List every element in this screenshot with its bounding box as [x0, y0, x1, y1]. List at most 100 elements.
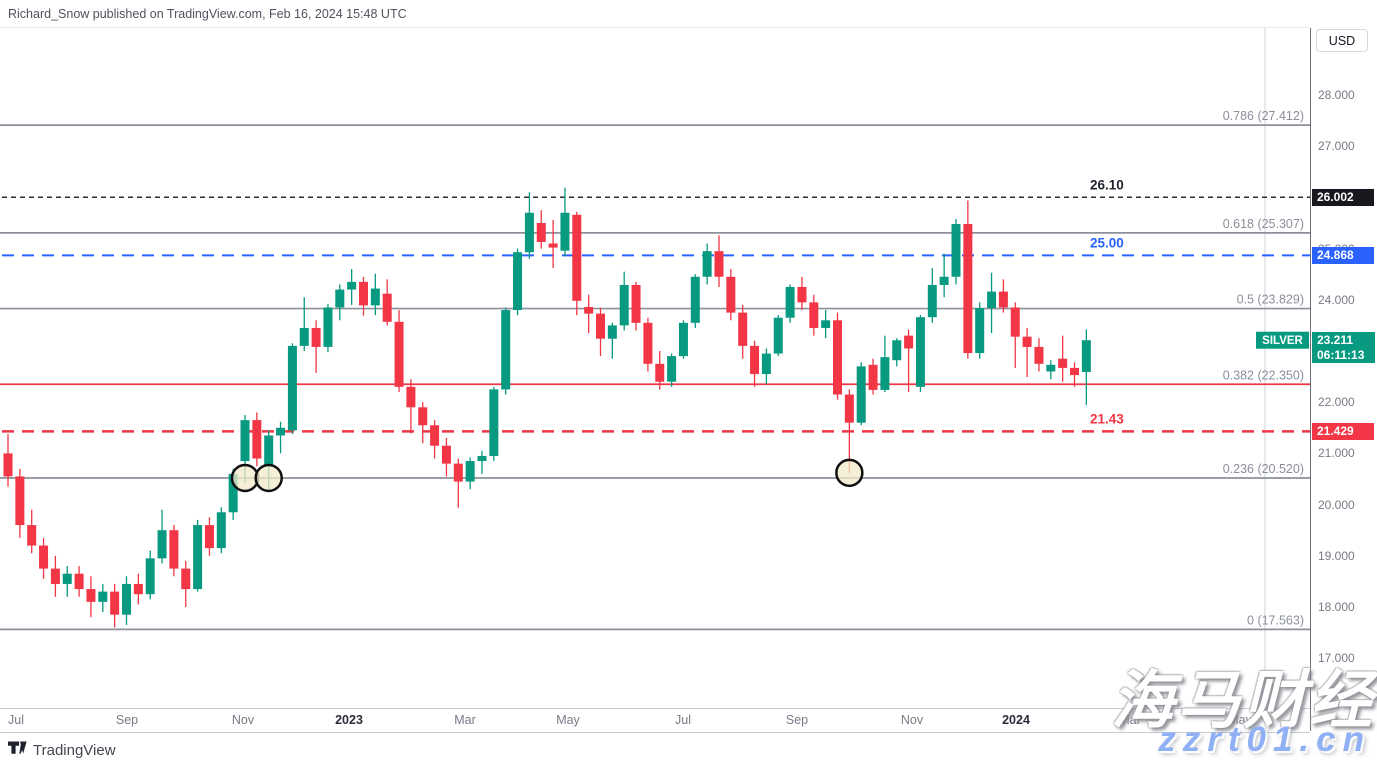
- candle-body: [915, 317, 925, 387]
- candle-body: [631, 284, 641, 323]
- candle-body: [406, 386, 416, 408]
- candle-body: [133, 583, 143, 595]
- candle-body: [394, 321, 404, 387]
- candle-body: [453, 463, 463, 482]
- candle-body: [15, 476, 25, 526]
- candle-body: [62, 573, 72, 584]
- candle-body: [157, 530, 167, 559]
- candle-body: [844, 394, 854, 423]
- candle-body: [524, 212, 534, 253]
- candle-body: [892, 340, 902, 361]
- candle-body: [513, 252, 523, 311]
- candle-body: [323, 307, 333, 347]
- circle-annotation: [835, 458, 864, 488]
- candle-body: [465, 461, 475, 482]
- candle-body: [643, 322, 653, 364]
- price-badge: 21.429: [1312, 422, 1374, 440]
- candle-body: [1010, 307, 1020, 337]
- candle-body: [1058, 358, 1068, 368]
- publish-header: Richard_Snow published on TradingView.co…: [0, 0, 1310, 28]
- candle-body: [441, 445, 451, 464]
- x-axis-tick: May: [1228, 713, 1252, 727]
- candle-body: [667, 356, 677, 382]
- candle-body: [110, 591, 120, 615]
- candle-body: [477, 455, 487, 462]
- candle-body: [904, 335, 914, 349]
- y-axis-tick: 18.000: [1318, 599, 1355, 614]
- candle-body: [370, 288, 380, 306]
- candle-body: [1046, 364, 1056, 372]
- candle-body: [975, 307, 985, 354]
- price-annotation-label: 21.43: [1090, 411, 1124, 426]
- candle-body: [193, 525, 203, 590]
- y-axis-tick: 24.000: [1318, 292, 1355, 307]
- price-badge: 24.868: [1312, 246, 1374, 264]
- y-axis-tick: 17.000: [1318, 651, 1355, 666]
- svg-text:SILVER: SILVER: [1262, 335, 1303, 347]
- candle-body: [856, 366, 866, 423]
- symbol-tag: SILVER: [1256, 331, 1309, 349]
- currency-usd-button[interactable]: USD: [1316, 29, 1368, 52]
- fib-label: 0.382 (22.350): [1223, 368, 1304, 382]
- candle-body: [382, 293, 392, 322]
- y-axis-tick: 28.000: [1318, 88, 1355, 103]
- candle-body: [3, 453, 13, 477]
- bar-countdown: 06:11:13: [1317, 347, 1365, 362]
- candle-body: [1022, 336, 1032, 347]
- y-axis-tick: 21.000: [1318, 446, 1355, 461]
- x-axis-tick: Mar: [1119, 713, 1141, 727]
- candle-body: [714, 251, 724, 277]
- candle-body: [145, 558, 155, 595]
- candle-body: [773, 317, 783, 354]
- candle-body: [655, 363, 665, 382]
- price-axis[interactable]: USD 28.00027.00026.00025.00024.00023.000…: [1311, 28, 1377, 731]
- candle-body: [359, 281, 368, 306]
- candle-body: [678, 322, 688, 357]
- price-axis-border: [1310, 28, 1311, 731]
- candle-body: [86, 589, 96, 602]
- x-axis-tick: May: [556, 713, 580, 727]
- candle-body: [927, 284, 937, 318]
- candle-body: [833, 320, 842, 395]
- candle-body: [596, 313, 605, 339]
- candle-body: [489, 389, 499, 456]
- x-axis-tick: Sep: [785, 713, 809, 727]
- fib-label: 0.786 (27.412): [1223, 109, 1304, 123]
- price-annotation-label: 26.10: [1090, 177, 1124, 192]
- candle-body: [998, 291, 1008, 308]
- candle-body: [430, 425, 440, 446]
- candle-body: [1070, 367, 1079, 376]
- candle-body: [572, 214, 582, 301]
- candle-body: [761, 353, 771, 375]
- fib-label: 0.5 (23.829): [1237, 293, 1304, 307]
- candle-body: [536, 223, 546, 242]
- candle-body: [690, 276, 700, 323]
- candle-body: [287, 345, 297, 431]
- candle-body: [951, 224, 961, 277]
- candle-body: [607, 325, 617, 339]
- y-axis-tick: 20.000: [1318, 497, 1355, 512]
- y-axis-tick: 19.000: [1318, 548, 1355, 563]
- last-price-value: 23.211: [1317, 332, 1354, 347]
- candle-body: [584, 306, 594, 314]
- candle-body: [74, 573, 84, 590]
- candle-body: [311, 327, 321, 347]
- candle-body: [560, 212, 570, 251]
- tradingview-logo-text: TradingView: [33, 741, 116, 759]
- time-axis[interactable]: Jul Sep Nov 2023 Mar May Jul Sep Nov 2024 Mar May: [0, 708, 1310, 733]
- candle-body: [1081, 340, 1091, 372]
- candle-body: [216, 512, 226, 549]
- candle-body: [240, 420, 250, 462]
- x-axis-tick: 2024: [1002, 713, 1030, 727]
- candle-body: [880, 357, 890, 390]
- candlestick-chart-pane[interactable]: 0.786 (27.412) 0.618 (25.307) 0.5 (23.829)…: [0, 28, 1310, 708]
- fib-label: 0.236 (20.520): [1223, 462, 1304, 476]
- candle-body: [501, 310, 511, 390]
- y-axis-tick: 22.000: [1318, 395, 1355, 410]
- fib-label: 0 (17.563): [1247, 613, 1304, 627]
- candle-body: [548, 243, 558, 248]
- candle-body: [27, 525, 37, 546]
- tradingview-attribution[interactable]: TradingView: [8, 739, 116, 761]
- candle-body: [347, 281, 357, 290]
- fib-label: 0.618 (25.307): [1223, 217, 1304, 231]
